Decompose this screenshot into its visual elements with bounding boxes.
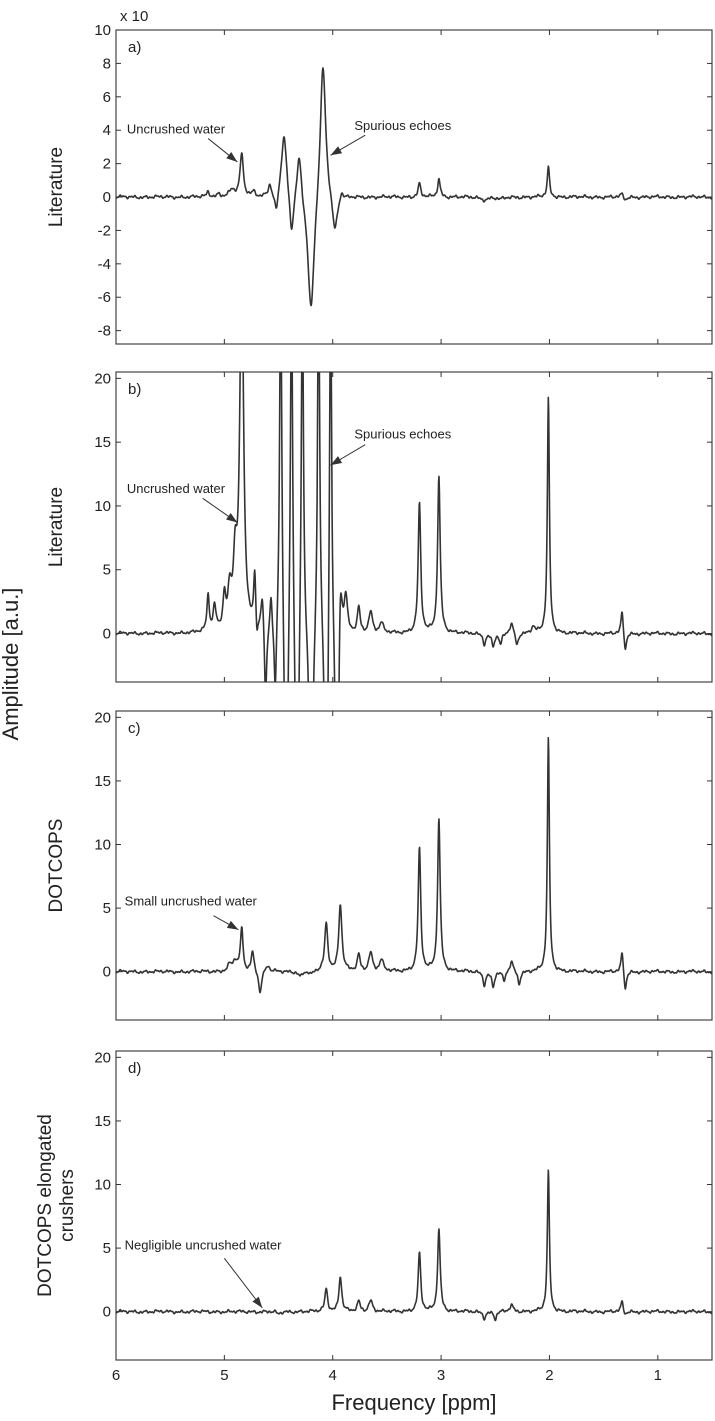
y-tick-label: -4: [98, 256, 111, 273]
panel-y-label: Literature: [46, 487, 67, 567]
annotation-text: Uncrushed water: [127, 481, 226, 496]
arrow-head: [226, 512, 238, 523]
arrow-head: [330, 146, 343, 156]
panel-y-label: DOTCOPS elongated: [35, 1114, 56, 1297]
x-tick-label: 6: [112, 1367, 120, 1384]
spectrum-trace: [116, 67, 712, 307]
annotation-text: Small uncrushed water: [125, 894, 258, 909]
plot-frame: [115, 710, 713, 1021]
x-axis-label: Frequency [ppm]: [331, 1390, 496, 1415]
y-tick-label: 0: [103, 1304, 111, 1321]
annotation-text: Spurious echoes: [354, 118, 451, 133]
plot-frame: [115, 371, 713, 683]
y-tick-label: 0: [103, 626, 111, 643]
arrow-head: [330, 456, 343, 466]
y-tick-label: 5: [103, 900, 111, 917]
y-tick-label: -6: [98, 289, 111, 306]
y-tick-label: 8: [103, 55, 111, 72]
panel-d: 0 5 10 15 20 6 5 4 3 2 1 d) DOTCOPS elongated crusher…: [35, 1049, 713, 1384]
panel-label: d): [128, 1060, 141, 1077]
annotation-text: Uncrushed water: [127, 122, 226, 137]
y-tick-label: 20: [94, 370, 111, 387]
y-tick-label: 2: [103, 156, 111, 173]
y-tick-label: -8: [98, 323, 111, 340]
y-tick-label: 15: [94, 1113, 111, 1130]
x-tick-label: 5: [220, 1367, 228, 1384]
plot-frame: [115, 1050, 713, 1361]
x-tick-label: 4: [329, 1367, 337, 1384]
panel-label: b): [128, 381, 141, 398]
panel-label: a): [128, 39, 141, 56]
panel-y-label: crushers: [57, 1169, 78, 1242]
y-tick-label: 5: [103, 562, 111, 579]
arrow-head: [252, 1296, 263, 1308]
y-tick-label: 10: [94, 22, 111, 39]
y-tick-label: 0: [103, 964, 111, 981]
y-tick-label: 10: [94, 498, 111, 515]
y-tick-label: 0: [103, 189, 111, 206]
arrow-head: [226, 920, 239, 930]
y-tick-label: 5: [103, 1240, 111, 1257]
y-tick-label: 15: [94, 773, 111, 790]
y-tick-label: 6: [103, 89, 111, 106]
panel-y-label: Literature: [46, 147, 67, 227]
spectrum-trace: [116, 1169, 712, 1322]
y-tick-label: 4: [103, 122, 111, 139]
panel-b: 0 5 10 15 20 b) Literature Uncrushed water Spuri…: [46, 370, 713, 683]
y-multiplier: x 10: [120, 8, 148, 25]
y-tick-label: 20: [94, 709, 111, 726]
spectrum-trace: [116, 736, 712, 994]
spectrum-trace: [116, 372, 712, 682]
panel-y-label: DOTCOPS: [46, 819, 67, 913]
y-tick-label: 10: [94, 1177, 111, 1194]
y-tick-label: 10: [94, 837, 111, 854]
x-tick-label: 2: [545, 1367, 553, 1384]
panel-label: c): [128, 720, 141, 737]
y-tick-label: 15: [94, 434, 111, 451]
panel-c: 0 5 10 15 20 c) DOTCOPS Small uncrushed water: [46, 709, 713, 1021]
x-tick-label: 3: [437, 1367, 445, 1384]
y-axis-label: Amplitude [a.u.]: [0, 588, 23, 741]
y-tick-label: 20: [94, 1049, 111, 1066]
y-tick-label: -2: [98, 222, 111, 239]
annotation-text: Negligible uncrushed water: [125, 1237, 282, 1252]
panel-a: -8 -6 -4 -2 0 2 4 6 8 10 x 10 a) Literature Uncrushed…: [46, 8, 713, 345]
x-tick-label: 1: [654, 1367, 662, 1384]
annotation-text: Spurious echoes: [354, 426, 451, 441]
plot-frame: [115, 29, 713, 345]
arrow-head: [226, 151, 238, 162]
